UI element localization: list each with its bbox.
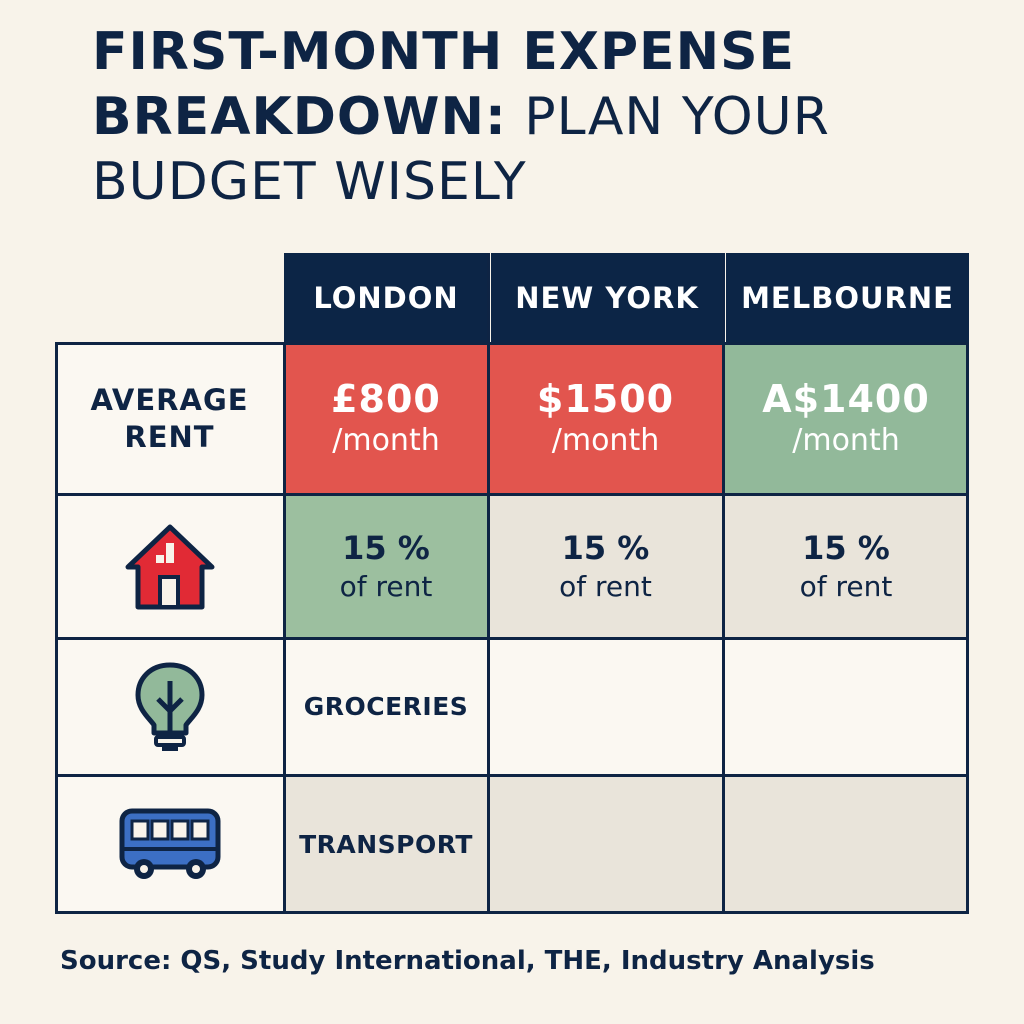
transport-label-cell: TRANSPORT — [284, 775, 488, 914]
deposit-cell-melbourne: 15 % of rent — [723, 495, 969, 638]
rent-cell-london: £800 /month — [284, 342, 488, 495]
deposit-cell-new-york: 15 % of rent — [488, 495, 723, 638]
house-icon — [125, 524, 214, 609]
source-note: Source: QS, Study International, THE, In… — [60, 946, 875, 976]
rent-amount: A$1400 — [762, 376, 930, 421]
page-title: FIRST-MONTH EXPENSE BREAKDOWN: PLAN YOUR… — [92, 20, 992, 215]
transport-label: TRANSPORT — [299, 830, 473, 859]
deposit-cell-london: 15 % of rent — [284, 495, 488, 638]
title-line-1: FIRST-MONTH EXPENSE — [92, 22, 796, 82]
bus-icon — [119, 808, 220, 879]
deposit-note: of rent — [339, 569, 433, 603]
rent-cell-melbourne: A$1400 /month — [723, 342, 969, 495]
transport-cell-new-york — [488, 775, 723, 914]
column-header-label: LONDON — [313, 280, 459, 315]
groceries-label-cell: GROCERIES — [284, 638, 488, 775]
column-header-london: LONDON — [284, 253, 488, 342]
rent-amount: £800 — [331, 376, 441, 421]
column-header-new-york: NEW YORK — [491, 253, 723, 342]
deposit-percent: 15 % — [342, 528, 430, 567]
groceries-cell-melbourne — [723, 638, 969, 775]
rent-amount: $1500 — [536, 376, 675, 421]
row-label-line: AVERAGE — [90, 382, 249, 417]
lightbulb-icon — [135, 662, 204, 751]
title-line-2-bold: BREAKDOWN: — [92, 87, 507, 147]
row-label-house — [55, 495, 284, 638]
rent-unit: /month — [792, 422, 900, 458]
column-header-label: NEW YORK — [515, 280, 699, 315]
row-icon-groceries — [55, 638, 284, 775]
rent-unit: /month — [551, 422, 660, 458]
deposit-note: of rent — [799, 569, 893, 603]
column-header-melbourne: MELBOURNE — [726, 253, 969, 342]
expense-table: LONDON NEW YORK MELBOURNE AVERAGE RENT £… — [55, 253, 969, 914]
rent-cell-new-york: $1500 /month — [488, 342, 723, 495]
deposit-note: of rent — [559, 569, 652, 603]
transport-cell-melbourne — [723, 775, 969, 914]
groceries-label: GROCERIES — [303, 692, 469, 721]
groceries-cell-new-york — [488, 638, 723, 775]
title-line-3: BUDGET WISELY — [92, 152, 527, 212]
deposit-percent: 15 % — [802, 528, 890, 567]
row-label-line: RENT — [124, 419, 215, 454]
row-label-average-rent: AVERAGE RENT — [55, 342, 284, 495]
deposit-percent: 15 % — [561, 528, 650, 567]
title-line-2-rest: PLAN YOUR — [506, 87, 830, 147]
rent-unit: /month — [332, 422, 440, 458]
row-icon-transport — [55, 775, 284, 914]
column-header-label: MELBOURNE — [741, 280, 954, 315]
